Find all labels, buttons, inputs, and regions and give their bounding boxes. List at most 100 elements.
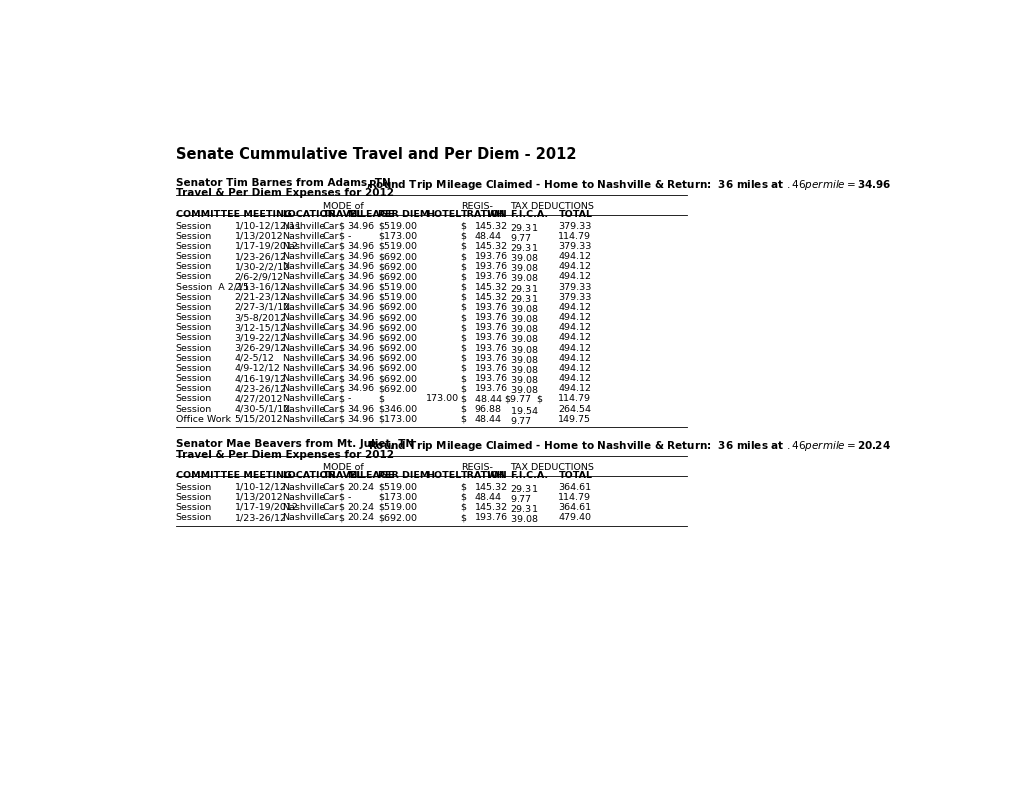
Text: Round Trip Mileage Claimed - Home to Nashville & Return:  36 miles at $.46 per m: Round Trip Mileage Claimed - Home to Nas… xyxy=(368,439,890,453)
Text: Session: Session xyxy=(175,404,212,414)
Text: 2/6-2/9/12: 2/6-2/9/12 xyxy=(234,273,283,281)
Text: $: $ xyxy=(461,221,467,231)
Text: Car: Car xyxy=(322,323,339,333)
Text: 3/5-8/2012: 3/5-8/2012 xyxy=(234,313,286,322)
Text: $: $ xyxy=(461,404,467,414)
Text: Round Trip Mileage Claimed - Home to Nashville & Return:  36 miles at $.46 per m: Round Trip Mileage Claimed - Home to Nas… xyxy=(368,178,891,191)
Text: Senator Mae Beavers from Mt. Juliet, TN: Senator Mae Beavers from Mt. Juliet, TN xyxy=(175,439,414,448)
Text: $: $ xyxy=(461,492,467,502)
Text: 193.76: 193.76 xyxy=(474,323,507,333)
Text: $29.31 $: $29.31 $ xyxy=(510,221,538,232)
Text: TRAVEL: TRAVEL xyxy=(322,471,363,480)
Text: $519.00: $519.00 xyxy=(377,221,417,231)
Text: $173.00: $173.00 xyxy=(377,492,417,502)
Text: $692.00: $692.00 xyxy=(377,262,417,271)
Text: TOTAL: TOTAL xyxy=(557,210,592,219)
Text: 1/17-19/2012: 1/17-19/2012 xyxy=(234,242,298,251)
Text: $692.00: $692.00 xyxy=(377,273,417,281)
Text: Car: Car xyxy=(322,333,339,343)
Text: Nashville: Nashville xyxy=(282,503,325,512)
Text: 5/15/2012: 5/15/2012 xyxy=(234,414,282,424)
Text: 379.33: 379.33 xyxy=(557,221,591,231)
Text: Nashville: Nashville xyxy=(282,374,325,383)
Text: Session: Session xyxy=(175,303,212,312)
Text: 145.32: 145.32 xyxy=(474,293,507,302)
Text: $: $ xyxy=(461,482,467,492)
Text: Nashville: Nashville xyxy=(282,273,325,281)
Text: Nashville: Nashville xyxy=(282,293,325,302)
Text: $: $ xyxy=(338,303,344,312)
Text: 1/10-12/12: 1/10-12/12 xyxy=(234,482,286,492)
Text: $39.08 $: $39.08 $ xyxy=(510,323,538,334)
Text: $: $ xyxy=(338,313,344,322)
Text: 4/2-5/12: 4/2-5/12 xyxy=(234,354,274,362)
Text: Session: Session xyxy=(175,221,212,231)
Text: $692.00: $692.00 xyxy=(377,354,417,362)
Text: $39.08 $: $39.08 $ xyxy=(510,252,538,263)
Text: $: $ xyxy=(461,333,467,343)
Text: 34.96: 34.96 xyxy=(347,323,374,333)
Text: $29.31 $: $29.31 $ xyxy=(510,283,538,294)
Text: 34.96: 34.96 xyxy=(347,283,374,292)
Text: 34.96: 34.96 xyxy=(347,313,374,322)
Text: 1/17-19/2012: 1/17-19/2012 xyxy=(234,503,298,512)
Text: $519.00: $519.00 xyxy=(377,503,417,512)
Text: $39.08 $: $39.08 $ xyxy=(510,262,538,273)
Text: $: $ xyxy=(461,252,467,261)
Text: $: $ xyxy=(338,395,344,403)
Text: Session: Session xyxy=(175,385,212,393)
Text: $: $ xyxy=(338,293,344,302)
Text: 20.24: 20.24 xyxy=(347,482,374,492)
Text: $: $ xyxy=(338,232,344,241)
Text: 114.79: 114.79 xyxy=(557,492,591,502)
Text: $692.00: $692.00 xyxy=(377,364,417,373)
Text: $692.00: $692.00 xyxy=(377,385,417,393)
Text: 193.76: 193.76 xyxy=(474,374,507,383)
Text: 34.96: 34.96 xyxy=(347,404,374,414)
Text: $519.00: $519.00 xyxy=(377,293,417,302)
Text: 2/27-3/1/12: 2/27-3/1/12 xyxy=(234,303,289,312)
Text: MILEAGE: MILEAGE xyxy=(347,210,394,219)
Text: 145.32: 145.32 xyxy=(474,283,507,292)
Text: Office Work: Office Work xyxy=(175,414,230,424)
Text: Session: Session xyxy=(175,482,212,492)
Text: $692.00: $692.00 xyxy=(377,513,417,522)
Text: Session: Session xyxy=(175,232,212,241)
Text: Nashville: Nashville xyxy=(282,344,325,352)
Text: $39.08 $: $39.08 $ xyxy=(510,344,538,355)
Text: Nashville: Nashville xyxy=(282,492,325,502)
Text: $9.77 $: $9.77 $ xyxy=(510,492,531,504)
Text: $: $ xyxy=(461,293,467,302)
Text: $: $ xyxy=(338,503,344,512)
Text: Travel & Per Diem Expenses for 2012: Travel & Per Diem Expenses for 2012 xyxy=(175,188,393,199)
Text: 494.12: 494.12 xyxy=(557,333,591,343)
Text: $: $ xyxy=(461,313,467,322)
Text: 48.44: 48.44 xyxy=(474,414,501,424)
Text: MODE of: MODE of xyxy=(322,463,363,472)
Text: Session: Session xyxy=(175,492,212,502)
Text: $: $ xyxy=(461,323,467,333)
Text: Travel & Per Diem Expenses for 2012: Travel & Per Diem Expenses for 2012 xyxy=(175,449,393,459)
Text: 34.96: 34.96 xyxy=(347,293,374,302)
Text: $692.00: $692.00 xyxy=(377,303,417,312)
Text: 1/23-26/12: 1/23-26/12 xyxy=(234,513,286,522)
Text: $692.00: $692.00 xyxy=(377,252,417,261)
Text: 34.96: 34.96 xyxy=(347,303,374,312)
Text: Session  A 2/15: Session A 2/15 xyxy=(175,283,249,292)
Text: Car: Car xyxy=(322,404,339,414)
Text: $: $ xyxy=(461,374,467,383)
Text: COMMITTEE MEETING: COMMITTEE MEETING xyxy=(175,471,291,480)
Text: $: $ xyxy=(461,283,467,292)
Text: $: $ xyxy=(338,364,344,373)
Text: Session: Session xyxy=(175,252,212,261)
Text: 193.76: 193.76 xyxy=(474,344,507,352)
Text: $39.08 $: $39.08 $ xyxy=(510,513,538,524)
Text: 193.76: 193.76 xyxy=(474,333,507,343)
Text: $519.00: $519.00 xyxy=(377,242,417,251)
Text: 34.96: 34.96 xyxy=(347,333,374,343)
Text: 379.33: 379.33 xyxy=(557,283,591,292)
Text: -: - xyxy=(347,395,351,403)
Text: HOTEL: HOTEL xyxy=(426,471,461,480)
Text: $39.08 $: $39.08 $ xyxy=(510,364,538,375)
Text: Car: Car xyxy=(322,273,339,281)
